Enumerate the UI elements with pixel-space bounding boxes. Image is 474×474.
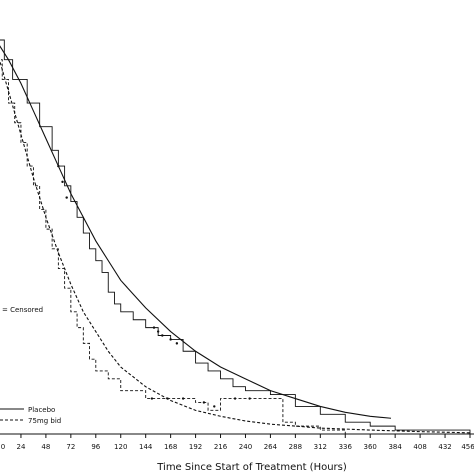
x-tick-label: 432 <box>438 443 451 451</box>
censored-mark <box>248 397 251 400</box>
censored-mark <box>213 405 216 408</box>
x-tick-label: 192 <box>189 443 202 451</box>
censored-mark <box>65 196 68 199</box>
x-tick-label: 288 <box>289 443 302 451</box>
x-tick-label: 216 <box>214 443 228 451</box>
x-tick-label: 72 <box>66 443 75 451</box>
censored-mark <box>233 397 237 400</box>
censored-mark <box>61 180 64 184</box>
x-tick-label: 408 <box>413 443 426 451</box>
x-tick-label: 336 <box>339 443 353 451</box>
plot-area <box>0 39 471 435</box>
series-75mg-bid-km-step <box>0 59 470 435</box>
x-tick-label: 168 <box>164 443 177 451</box>
legend: = Censored Placebo 75mg bid <box>0 306 61 425</box>
x-tick-label: 48 <box>41 443 50 451</box>
censored-mark <box>166 397 169 400</box>
censored-mark <box>175 342 179 345</box>
x-tick-label: 240 <box>239 443 252 451</box>
censored-mark <box>202 401 206 404</box>
legend-75mg-label: 75mg bid <box>28 417 61 425</box>
censored-mark <box>57 164 60 168</box>
x-axis-title: Time Since Start of Treatment (Hours) <box>156 462 347 473</box>
x-tick-label: 456 <box>461 443 474 451</box>
censored-mark <box>156 330 160 333</box>
legend-censored-label: = Censored <box>2 306 43 314</box>
x-tick-label: 120 <box>114 443 127 451</box>
x-tick-label: 96 <box>91 443 100 451</box>
censored-mark <box>152 326 156 329</box>
censored-mark <box>181 397 185 400</box>
censored-mark <box>150 397 154 400</box>
x-tick-label: 144 <box>139 443 153 451</box>
x-ticks: 0 24 48 72 96 120 144 168 192 216 240 264 288 312 336 3… <box>1 434 474 451</box>
x-tick-label: 264 <box>264 443 278 451</box>
series-75mg-bid-fitted <box>0 59 471 434</box>
censored-mark <box>169 338 172 341</box>
x-tick-label: 0 <box>1 443 5 451</box>
x-tick-label: 24 <box>16 443 25 451</box>
x-tick-label: 312 <box>314 443 327 451</box>
x-tick-label: 384 <box>388 443 402 451</box>
legend-placebo-label: Placebo <box>28 406 55 414</box>
x-tick-label: 360 <box>364 443 377 451</box>
series-placebo-fitted <box>0 45 392 419</box>
censored-mark <box>161 334 164 337</box>
series-placebo-km-step <box>0 39 471 434</box>
